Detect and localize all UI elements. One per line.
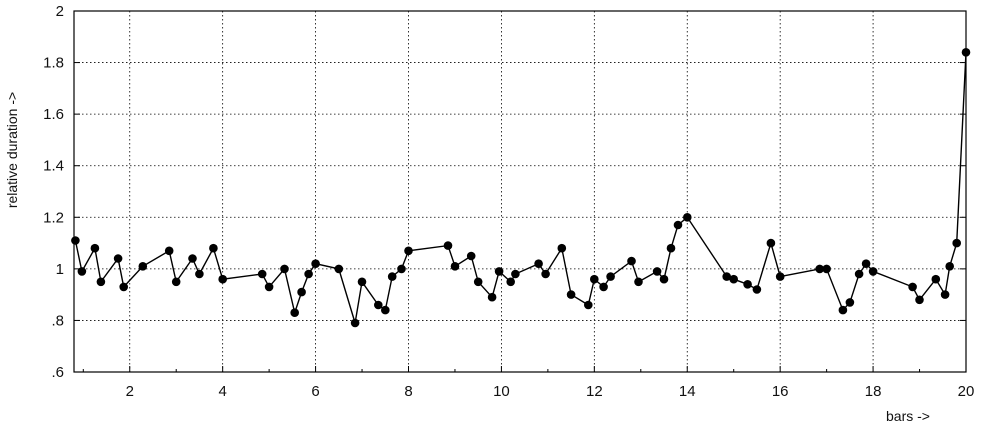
axis-ticks: [74, 10, 967, 373]
data-point: [264, 282, 274, 292]
data-point: [350, 318, 360, 328]
data-point: [119, 282, 128, 292]
y-tick-label: 1.6: [43, 106, 64, 123]
data-point: [334, 264, 344, 274]
data-point: [566, 290, 576, 299]
data-point: [854, 269, 864, 279]
data-point: [861, 259, 871, 269]
data-point: [218, 274, 227, 284]
data-point: [280, 264, 289, 274]
y-tick-label: 1.8: [43, 55, 64, 72]
data-point: [506, 277, 515, 287]
grid: [74, 11, 966, 372]
x-tick-label: 18: [865, 383, 882, 400]
y-tick-label: 2: [56, 3, 64, 20]
y-tick-label: 1.2: [43, 209, 64, 226]
data-point: [652, 267, 662, 276]
data-point: [590, 274, 599, 284]
y-tick-label: 1: [56, 261, 64, 278]
data-point: [541, 269, 550, 279]
data-point: [473, 277, 483, 287]
plot-frame: [73, 10, 967, 373]
x-axis-label: bars ->: [886, 408, 930, 424]
data-point: [557, 243, 567, 253]
data-point: [915, 295, 924, 305]
x-tick-label: 12: [586, 383, 603, 400]
data-point: [752, 285, 762, 294]
data-point: [822, 264, 831, 274]
data-point: [113, 254, 123, 263]
data-point: [940, 290, 950, 299]
data-point: [404, 246, 413, 256]
data-point: [487, 292, 497, 302]
data-point: [257, 269, 267, 279]
data-point: [606, 272, 615, 281]
data-point: [775, 272, 785, 281]
series-line: [74, 52, 967, 324]
data-point: [627, 256, 636, 266]
y-axis-label: relative duration ->: [4, 92, 20, 208]
data-point: [195, 269, 204, 279]
data-point: [164, 246, 174, 256]
data-point: [304, 269, 313, 279]
data-point: [659, 274, 669, 284]
data-point: [466, 251, 476, 261]
data-point: [599, 282, 608, 292]
x-tick-label: 6: [311, 383, 319, 400]
x-tick-label: 8: [404, 383, 412, 400]
y-tick-label: .6: [51, 364, 64, 381]
data-point: [815, 264, 824, 274]
data-point: [961, 48, 971, 57]
data-point: [634, 277, 643, 287]
data-point: [931, 274, 941, 284]
x-tick-label: 20: [958, 383, 975, 400]
data-point: [722, 272, 731, 281]
data-point: [138, 262, 148, 271]
data-point: [77, 267, 87, 276]
data-point: [743, 280, 752, 289]
data-point: [90, 243, 100, 253]
data-point: [838, 305, 848, 315]
data-point: [443, 241, 453, 250]
data-point: [683, 213, 692, 222]
x-tick-label: 16: [772, 383, 789, 400]
y-tick-label: .8: [51, 312, 64, 329]
data-point: [766, 238, 776, 248]
data-point: [297, 287, 306, 297]
data-point: [188, 254, 197, 263]
data-point: [71, 236, 80, 245]
data-point: [584, 300, 593, 310]
data-point: [209, 243, 218, 253]
data-points: [71, 48, 971, 328]
y-tick-label: 1.4: [43, 158, 64, 175]
data-point: [511, 269, 520, 279]
data-point: [387, 272, 397, 281]
data-point: [868, 267, 878, 276]
data-point: [374, 300, 383, 310]
data-point: [494, 267, 504, 276]
tick-labels: 2 4 6 8 10 12 14 16 18 20 .6 .8 1 1.2 1.4 1.6 1.8 2: [43, 3, 974, 400]
data-point: [290, 308, 300, 318]
data-point: [945, 262, 954, 271]
data-point: [171, 277, 181, 287]
data-point: [729, 274, 738, 284]
data-point: [952, 238, 961, 248]
x-tick-label: 14: [679, 383, 696, 400]
data-point: [534, 259, 543, 269]
data-point: [357, 277, 367, 287]
data-point: [311, 259, 320, 269]
data-point: [666, 243, 676, 253]
data-point: [381, 305, 390, 315]
data-point: [397, 264, 406, 274]
x-tick-label: 10: [493, 383, 510, 400]
data-point: [450, 262, 460, 271]
data-point: [908, 282, 917, 292]
data-point: [96, 277, 106, 287]
data-point: [673, 220, 683, 230]
x-tick-label: 4: [218, 383, 226, 400]
x-tick-label: 2: [126, 383, 134, 400]
data-point: [845, 298, 855, 307]
